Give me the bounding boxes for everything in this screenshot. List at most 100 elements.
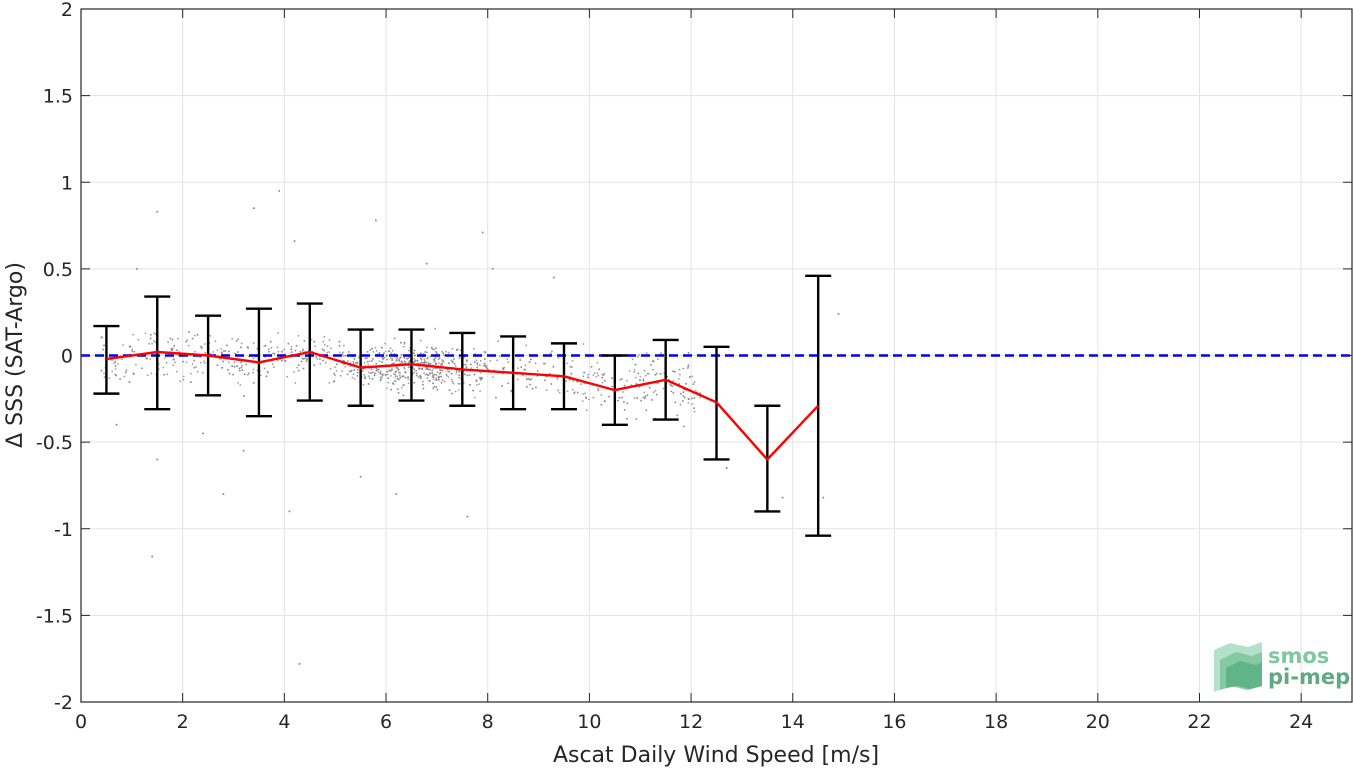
scatter-point bbox=[339, 374, 342, 377]
x-tick-label: 10 bbox=[577, 711, 601, 733]
scatter-point bbox=[642, 378, 645, 381]
scatter-point bbox=[392, 382, 394, 384]
scatter-point bbox=[163, 373, 166, 376]
scatter-point bbox=[394, 373, 397, 376]
scatter-point bbox=[645, 409, 648, 411]
y-tick-label: -1.5 bbox=[36, 605, 73, 627]
x-tick-label: 18 bbox=[984, 711, 1008, 733]
scatter-point bbox=[379, 376, 382, 378]
scatter-point bbox=[395, 359, 398, 362]
scatter-point bbox=[473, 396, 476, 399]
scatter-point bbox=[119, 378, 121, 380]
scatter-point bbox=[321, 348, 324, 351]
scatter-point bbox=[353, 358, 356, 360]
scatter-point bbox=[241, 369, 244, 372]
scatter-point bbox=[265, 375, 268, 378]
scatter-point bbox=[193, 359, 196, 362]
scatter-point bbox=[682, 367, 685, 370]
scatter-point bbox=[322, 359, 324, 362]
scatter-point bbox=[566, 362, 568, 365]
scatter-point bbox=[626, 402, 629, 405]
scatter-point bbox=[595, 376, 597, 378]
scatter-point bbox=[121, 358, 123, 361]
scatter-point bbox=[392, 362, 395, 365]
scatter-point bbox=[685, 382, 687, 385]
scatter-point bbox=[590, 365, 593, 368]
scatter-point bbox=[245, 363, 248, 366]
scatter-point bbox=[544, 379, 546, 382]
scatter-point bbox=[356, 362, 359, 365]
scatter-point bbox=[149, 337, 152, 340]
scatter-point bbox=[520, 366, 523, 368]
scatter-point bbox=[220, 348, 223, 350]
scatter-point bbox=[672, 370, 674, 373]
scatter-point bbox=[662, 387, 665, 390]
scatter-point bbox=[302, 367, 305, 370]
scatter-point bbox=[433, 348, 435, 351]
scatter-point bbox=[550, 383, 553, 385]
scatter-point bbox=[549, 352, 552, 355]
scatter-point bbox=[419, 339, 422, 342]
scatter-point bbox=[450, 372, 453, 375]
scatter-point bbox=[413, 354, 416, 357]
scatter-point bbox=[394, 376, 397, 378]
scatter-point bbox=[407, 376, 409, 379]
scatter-point bbox=[199, 361, 202, 364]
scatter-point bbox=[445, 350, 447, 353]
scatter-point bbox=[403, 341, 406, 344]
scatter-point bbox=[429, 368, 431, 371]
scatter-point bbox=[278, 189, 281, 192]
scatter-point bbox=[366, 357, 369, 359]
scatter-point bbox=[171, 347, 174, 350]
scatter-point bbox=[227, 361, 230, 364]
scatter-point bbox=[516, 378, 519, 381]
scatter-point bbox=[399, 376, 402, 379]
scatter-point bbox=[145, 357, 148, 360]
scatter-point bbox=[347, 351, 350, 353]
scatter-point bbox=[822, 496, 825, 499]
scatter-point bbox=[406, 357, 409, 360]
scatter-point bbox=[182, 375, 185, 378]
scatter-point bbox=[527, 377, 530, 380]
scatter-point bbox=[432, 358, 435, 361]
scatter-point bbox=[425, 368, 428, 370]
scatter-point bbox=[272, 366, 275, 369]
scatter-point bbox=[680, 392, 682, 395]
scatter-point bbox=[400, 353, 403, 356]
scatter-point bbox=[427, 361, 430, 364]
scatter-point bbox=[361, 370, 364, 372]
scatter-point bbox=[131, 350, 134, 353]
scatter-point bbox=[496, 359, 499, 362]
scatter-point bbox=[156, 210, 159, 213]
scatter-point bbox=[437, 362, 440, 364]
scatter-point bbox=[277, 332, 280, 334]
scatter-point bbox=[151, 342, 154, 345]
scatter-point bbox=[837, 312, 840, 315]
scatter-point bbox=[447, 351, 450, 354]
scatter-point bbox=[543, 362, 545, 365]
scatter-point bbox=[475, 359, 478, 362]
scatter-point bbox=[227, 368, 229, 371]
scatter-point bbox=[440, 363, 442, 366]
scatter-point bbox=[621, 396, 623, 399]
scatter-point bbox=[386, 358, 388, 361]
scatter-point bbox=[654, 373, 657, 376]
scatter-point bbox=[132, 373, 135, 375]
x-tick-label: 4 bbox=[278, 711, 290, 733]
scatter-point bbox=[483, 358, 486, 360]
scatter-point bbox=[403, 366, 406, 369]
scatter-point bbox=[422, 383, 424, 386]
scatter-point bbox=[425, 262, 428, 265]
scatter-point bbox=[369, 349, 372, 351]
y-tick-label: 0.5 bbox=[43, 259, 73, 281]
scatter-point bbox=[465, 360, 468, 362]
scatter-point bbox=[781, 496, 784, 499]
scatter-point bbox=[557, 356, 560, 359]
scatter-point bbox=[418, 367, 421, 370]
scatter-point bbox=[194, 350, 196, 353]
scatter-point bbox=[455, 371, 458, 374]
logo-text-smos: smos bbox=[1268, 644, 1329, 668]
scatter-point bbox=[166, 373, 169, 376]
scatter-point bbox=[631, 358, 634, 361]
scatter-point bbox=[639, 379, 641, 382]
